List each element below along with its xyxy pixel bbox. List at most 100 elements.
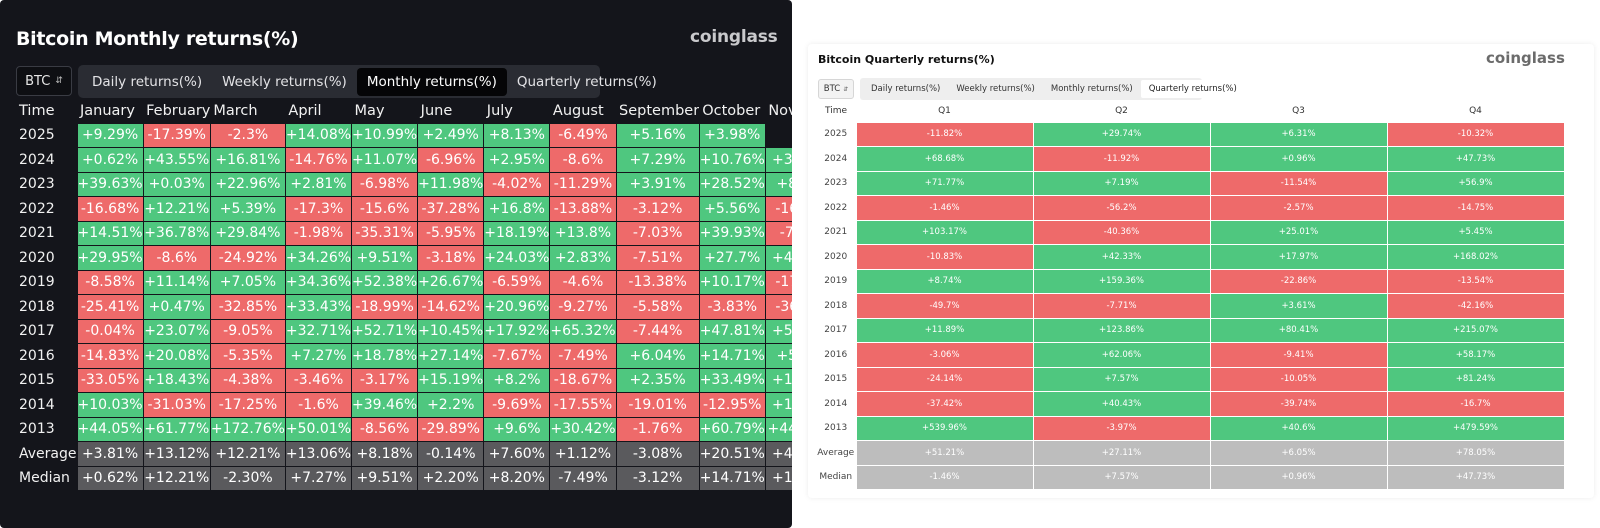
return-cell: -37.28% bbox=[417, 196, 485, 222]
return-cell: +12.82% bbox=[764, 392, 792, 418]
return-cell: -4.02% bbox=[483, 171, 551, 197]
table-row: 2022 -1.46% -56.2% -2.57% -14.75% bbox=[816, 195, 1565, 221]
coin-select[interactable]: BTC ⇵ bbox=[16, 66, 72, 96]
return-cell: +39.93% bbox=[698, 220, 766, 246]
return-cell: +0.96% bbox=[1209, 464, 1388, 490]
row-label: 2014 bbox=[824, 398, 848, 409]
tab-daily-returns[interactable]: Daily returns(%) bbox=[92, 73, 203, 90]
row-label: 2025 bbox=[824, 129, 848, 140]
return-cell: -17.39% bbox=[142, 122, 211, 148]
return-cell: +36.78% bbox=[142, 220, 211, 246]
monthly-returns-panel: Bitcoin Monthly returns(%) coinglass BTC… bbox=[0, 0, 792, 528]
return-cell: +56.9% bbox=[1386, 170, 1565, 196]
row-label: 2018 bbox=[19, 298, 55, 315]
return-cell: +11.14% bbox=[142, 269, 211, 295]
return-cell: -29.89% bbox=[417, 416, 485, 442]
return-cell: +8.20% bbox=[483, 465, 551, 491]
row-label: 2023 bbox=[824, 178, 848, 189]
return-cell: -3.12% bbox=[615, 465, 700, 491]
panel-title: Bitcoin Quarterly returns(%) bbox=[818, 53, 995, 66]
return-cell: +24.03% bbox=[483, 245, 551, 271]
return-cell: -9.05% bbox=[209, 318, 286, 344]
return-cell: +43.55% bbox=[142, 147, 211, 173]
return-cell: +22.96% bbox=[209, 171, 286, 197]
return-cell: +11.89% bbox=[855, 317, 1034, 343]
return-cell: +10.17% bbox=[698, 269, 766, 295]
tab-monthly-returns[interactable]: Monthly returns(%) bbox=[1050, 84, 1133, 94]
return-cell: +42.95% bbox=[764, 245, 792, 271]
tab-weekly-returns[interactable]: Weekly returns(%) bbox=[222, 73, 347, 90]
return-cell: +479.59% bbox=[1386, 415, 1565, 441]
return-cell: -5.35% bbox=[209, 343, 286, 369]
column-header-q1: Q1 bbox=[938, 105, 951, 116]
row-label: 2015 bbox=[824, 374, 848, 385]
return-cell: -1.46% bbox=[855, 195, 1034, 221]
table-row: 2022 -16.68% +12.21% +5.39% -17.3% -15.6% -37.… bbox=[16, 196, 792, 222]
return-cell: +30.42% bbox=[549, 416, 617, 442]
column-header-july: July bbox=[486, 102, 513, 119]
table-row: 2013 +44.05% +61.77% +172.76% +50.01% -8.56% -… bbox=[16, 416, 792, 442]
column-header-time: Time bbox=[19, 103, 55, 119]
return-cell: +47.73% bbox=[1386, 146, 1565, 172]
coin-select[interactable]: BTC ⇵ bbox=[818, 79, 854, 99]
table-row: 2014 +10.03% -31.03% -17.25% -1.6% +39.46% +2.… bbox=[16, 392, 792, 418]
row-label: 2022 bbox=[824, 202, 848, 213]
row-label: Average bbox=[19, 445, 77, 462]
return-cell: +6.04% bbox=[615, 343, 700, 369]
return-cell: -39.74% bbox=[1209, 391, 1388, 417]
return-cell: -18.99% bbox=[351, 294, 419, 320]
table-row: 2020 +29.95% -8.6% -24.92% +34.26% +9.51% -3.1… bbox=[16, 245, 792, 271]
return-cell: -4.6% bbox=[549, 269, 617, 295]
return-cell: +0.47% bbox=[142, 294, 211, 320]
return-cell: +5.16% bbox=[615, 122, 700, 148]
table-row: 2016 -14.83% +20.08% -5.35% +7.27% +18.78% +27… bbox=[16, 343, 792, 369]
return-cell: +18.78% bbox=[351, 343, 419, 369]
stat-row-median: Median -1.46% +7.57% +0.96% +47.73% bbox=[816, 464, 1565, 490]
return-cell: -5.95% bbox=[417, 220, 485, 246]
return-cell: -7.49% bbox=[549, 465, 617, 491]
return-cell: +33.43% bbox=[284, 294, 353, 320]
tab-monthly-returns[interactable]: Monthly returns(%) bbox=[356, 67, 507, 96]
return-cell: -0.04% bbox=[76, 318, 144, 344]
return-cell: +9.51% bbox=[351, 245, 419, 271]
return-cell: +168.02% bbox=[1386, 244, 1565, 270]
table-row: 2016 -3.06% +62.06% -9.41% +58.17% bbox=[816, 342, 1565, 368]
tab-quarterly-returns[interactable]: Quarterly returns(%) bbox=[1140, 80, 1245, 98]
column-header-april: April bbox=[288, 102, 322, 119]
return-cell: +47.81% bbox=[698, 318, 766, 344]
row-label: 2024 bbox=[824, 153, 848, 164]
return-cell: +3.91% bbox=[615, 171, 700, 197]
column-header-november: November bbox=[768, 102, 792, 119]
stat-row-median: Median +0.62% +12.21% -2.30% +7.27% +9.51% +2.… bbox=[16, 465, 792, 491]
return-cell: +0.96% bbox=[1209, 146, 1388, 172]
return-cell: +5.42% bbox=[764, 343, 792, 369]
column-header-march: March bbox=[213, 102, 258, 119]
chevron-updown-icon: ⇵ bbox=[843, 85, 849, 93]
return-cell: +19.27% bbox=[764, 367, 792, 393]
return-cell: +42.33% bbox=[1032, 244, 1211, 270]
return-cell: -9.27% bbox=[549, 294, 617, 320]
row-label: 2021 bbox=[19, 225, 55, 242]
return-cell: +29.84% bbox=[209, 220, 286, 246]
return-cell: +0.62% bbox=[76, 465, 144, 491]
return-cell: +18.43% bbox=[142, 367, 211, 393]
return-cell: -10.83% bbox=[855, 244, 1034, 270]
table-row: 2017 -0.04% +23.07% -9.05% +32.71% +52.71% +10… bbox=[16, 318, 792, 344]
tab-quarterly-returns[interactable]: Quarterly returns(%) bbox=[516, 73, 657, 90]
return-cell: -22.86% bbox=[1209, 268, 1388, 294]
row-label: 2018 bbox=[824, 300, 848, 311]
return-cell: +8.81% bbox=[764, 171, 792, 197]
return-cell: +7.57% bbox=[1032, 464, 1211, 490]
tab-daily-returns[interactable]: Daily returns(%) bbox=[871, 84, 941, 94]
tab-weekly-returns[interactable]: Weekly returns(%) bbox=[956, 84, 1035, 94]
return-cell: +0.03% bbox=[142, 171, 211, 197]
return-cell: +33.49% bbox=[698, 367, 766, 393]
return-cell: +27.7% bbox=[698, 245, 766, 271]
return-cell: -6.49% bbox=[549, 122, 617, 148]
return-cell: +39.46% bbox=[351, 392, 419, 418]
row-label: 2013 bbox=[19, 421, 55, 438]
table-row: 2025 +9.29% -17.39% -2.3% +14.08% +10.99% +2.4… bbox=[16, 122, 792, 148]
return-cell: +159.36% bbox=[1032, 268, 1211, 294]
row-label: 2015 bbox=[19, 372, 55, 389]
return-cell: +14.71% bbox=[698, 465, 766, 491]
